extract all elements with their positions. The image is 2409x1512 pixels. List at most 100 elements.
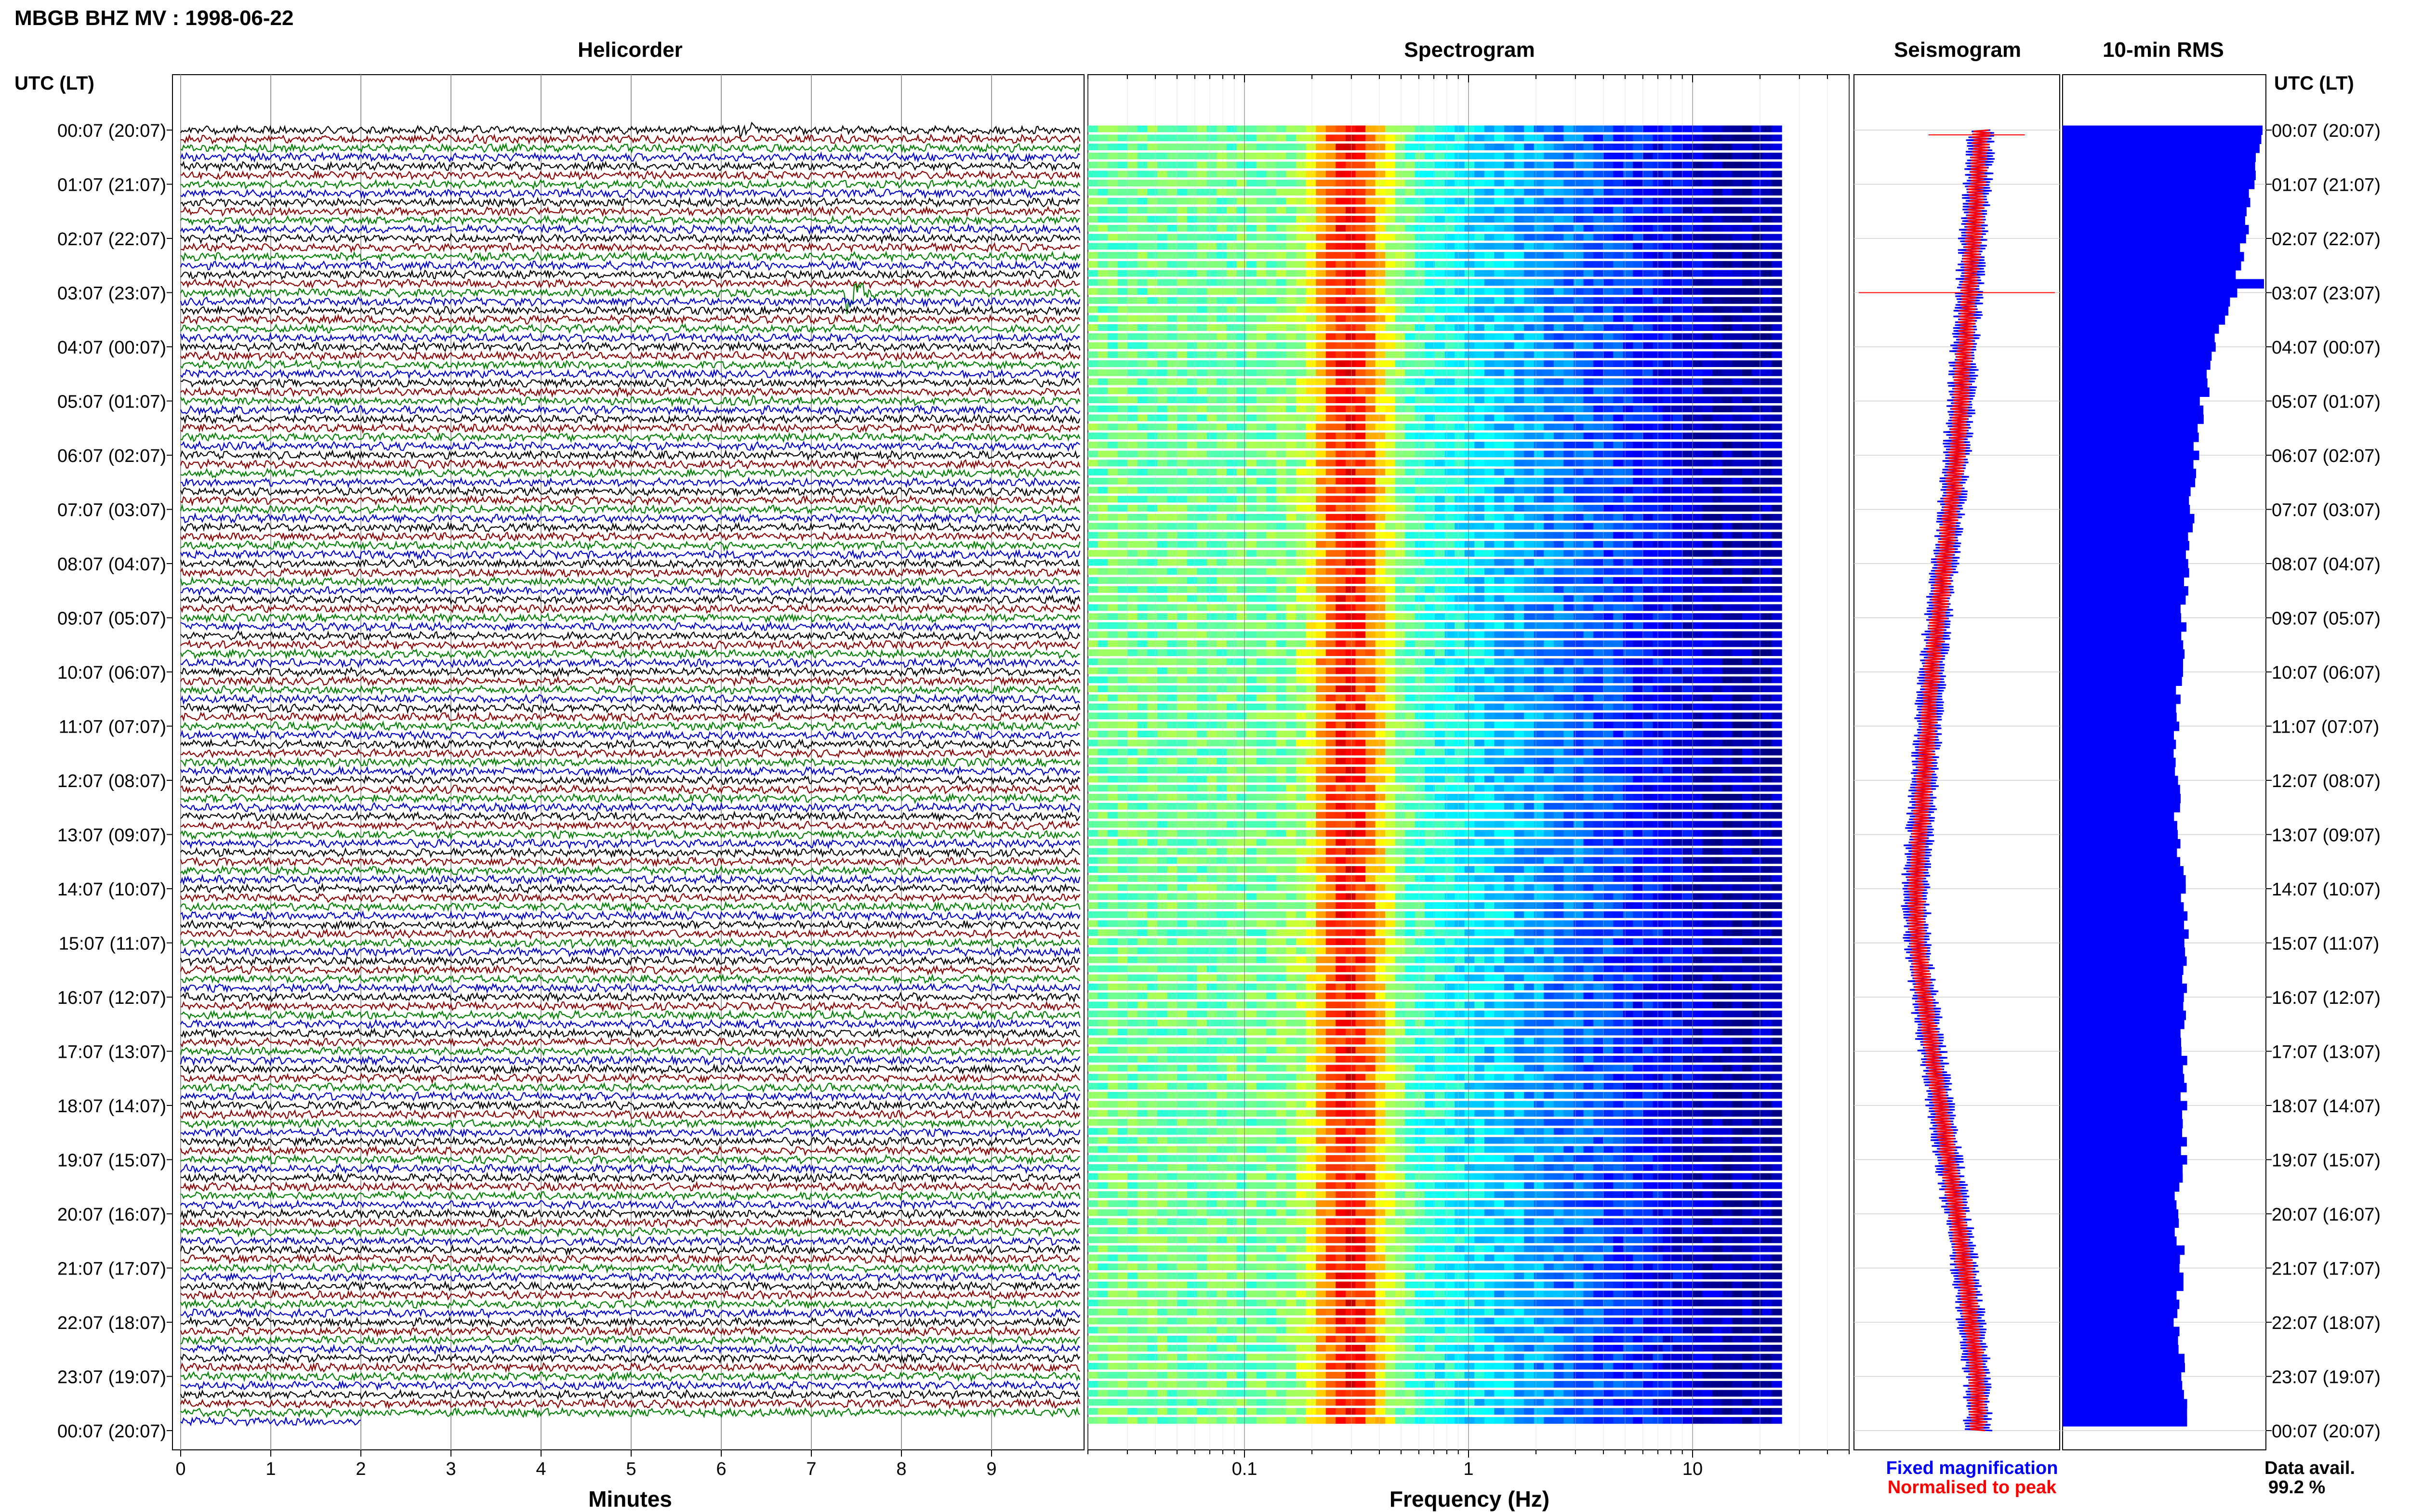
- spectrogram-cell: [1435, 188, 1445, 196]
- spectrogram-cell: [1088, 722, 1099, 728]
- spectrogram-cell: [1464, 252, 1475, 259]
- spectrogram-cell: [1494, 730, 1505, 737]
- spectrogram-cell: [1563, 577, 1574, 584]
- spectrogram-cell: [1236, 387, 1247, 394]
- spectrogram-cell: [1227, 658, 1237, 665]
- spectrogram-cell: [1286, 405, 1297, 412]
- spectrogram-cell: [1415, 541, 1426, 548]
- spectrogram-cell: [1395, 631, 1405, 638]
- spectrogram-cell: [1425, 207, 1435, 214]
- spectrogram-cell: [1761, 676, 1773, 684]
- spectrogram-cell: [1563, 207, 1574, 214]
- spectrogram-cell: [1206, 342, 1218, 349]
- spectrogram-cell: [1583, 477, 1594, 485]
- spectrogram-cell: [1266, 595, 1277, 602]
- spectrogram-cell: [1772, 414, 1782, 421]
- spectrogram-cell: [1355, 252, 1366, 259]
- spectrogram-cell: [1296, 676, 1307, 684]
- spectrogram-cell: [1325, 469, 1336, 475]
- spectrogram-cell: [1405, 270, 1416, 277]
- spectrogram-cell: [1157, 513, 1168, 521]
- spectrogram-cell: [1583, 234, 1594, 241]
- spectrogram-cell: [1405, 405, 1416, 412]
- spectrogram-cell: [1177, 423, 1188, 431]
- spectrogram-cell: [1672, 622, 1683, 629]
- spectrogram-cell: [1345, 396, 1356, 403]
- spectrogram-cell: [1504, 550, 1515, 557]
- spectrogram-cell: [1583, 523, 1594, 530]
- spectrogram-cell: [1742, 243, 1752, 250]
- spectrogram-cell: [1772, 243, 1782, 250]
- spectrogram-cell: [1435, 396, 1445, 403]
- spectrogram-cell: [1494, 640, 1505, 647]
- spectrogram-cell: [1712, 207, 1723, 214]
- spectrogram-cell: [1613, 216, 1624, 223]
- spectrogram-cell: [1623, 559, 1634, 566]
- spectrogram-cell: [1217, 667, 1227, 674]
- spectrogram-cell: [1137, 460, 1148, 467]
- spectrogram-cell: [1524, 667, 1535, 674]
- spectrogram-cell: [1276, 161, 1287, 169]
- spectrogram-cell: [1494, 559, 1505, 566]
- spectrogram-cell: [1088, 577, 1099, 584]
- spectrogram-cell: [1127, 730, 1138, 737]
- helicorder-trace: [180, 358, 1081, 371]
- spectrogram-cell: [1167, 712, 1178, 720]
- spectrogram-cell: [1206, 469, 1218, 475]
- spectrogram-cell: [1375, 703, 1386, 710]
- spectrogram-cell: [1484, 433, 1495, 439]
- spectrogram-cell: [1236, 739, 1247, 747]
- spectrogram-cell: [1514, 694, 1524, 701]
- spectrogram-cell: [1177, 387, 1188, 394]
- spectrogram-cell: [1692, 658, 1703, 665]
- spectrogram-cell: [1563, 433, 1574, 439]
- spectrogram-cell: [1365, 414, 1376, 421]
- spectrogram-cell: [1415, 252, 1426, 259]
- spectrogram-cell: [1663, 234, 1673, 241]
- spectrogram-cell: [1603, 541, 1614, 548]
- spectrogram-cell: [1227, 550, 1237, 557]
- spectrogram-cell: [1375, 180, 1386, 186]
- spectrogram-cell: [1336, 730, 1346, 737]
- spectrogram-cell: [1742, 613, 1752, 620]
- spectrogram-cell: [1385, 315, 1396, 322]
- spectrogram-cell: [1296, 477, 1307, 485]
- helicorder-x-tick-label: 9: [986, 1459, 996, 1479]
- spectrogram-cell: [1147, 396, 1158, 403]
- spectrogram-cell: [1415, 197, 1426, 205]
- helicorder-trace: [180, 151, 1080, 163]
- helicorder-trace: [180, 1208, 1080, 1220]
- spectrogram-cell: [1435, 658, 1445, 665]
- spectrogram-cell: [1286, 595, 1297, 602]
- spectrogram-cell: [1692, 523, 1703, 530]
- spectrogram-cell: [1574, 604, 1584, 611]
- spectrogram-cell: [1256, 595, 1267, 602]
- spectrogram-cell: [1286, 234, 1297, 241]
- spectrogram-cell: [1633, 460, 1643, 467]
- spectrogram-cell: [1147, 134, 1158, 142]
- spectrogram-cell: [1742, 180, 1752, 186]
- spectrogram-cell: [1603, 125, 1614, 132]
- spectrogram-cell: [1583, 568, 1594, 575]
- spectrogram-cell: [1474, 477, 1485, 485]
- spectrogram-cell: [1494, 658, 1505, 665]
- spectrogram-cell: [1643, 288, 1654, 295]
- spectrogram-cell: [1732, 351, 1743, 358]
- spectrogram-cell: [1405, 252, 1416, 259]
- spectrogram-cell: [1435, 197, 1445, 205]
- spectrogram-cell: [1712, 125, 1723, 132]
- spectrogram-cell: [1227, 423, 1237, 431]
- spectrogram-cell: [1692, 224, 1703, 232]
- spectrogram-cell: [1455, 694, 1465, 701]
- spectrogram-cell: [1742, 297, 1752, 304]
- spectrogram-cell: [1395, 658, 1405, 665]
- spectrogram-cell: [1603, 405, 1614, 412]
- spectrogram-cell: [1187, 243, 1197, 250]
- spectrogram-cell: [1336, 342, 1346, 349]
- spectrogram-cell: [1197, 378, 1207, 385]
- helicorder-trace: [180, 946, 1081, 958]
- spectrogram-cell: [1732, 423, 1743, 431]
- spectrogram-cell: [1276, 613, 1287, 620]
- helicorder-trace: [180, 630, 1081, 642]
- spectrogram-cell: [1217, 207, 1227, 214]
